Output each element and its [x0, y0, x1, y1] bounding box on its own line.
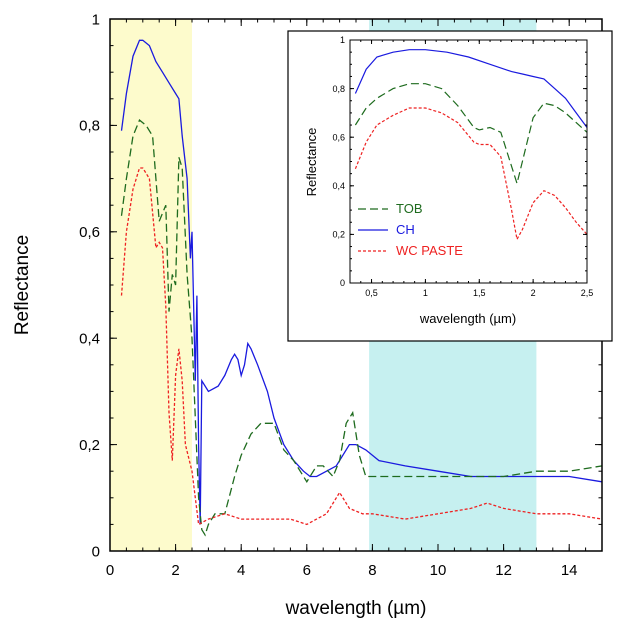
x-tick-label: 2 [531, 288, 536, 298]
y-tick-label: 0 [92, 543, 100, 560]
x-tick-label: 10 [430, 562, 447, 579]
legend-label-tob: TOB [396, 201, 423, 216]
shaded-region-0 [110, 19, 192, 551]
series-line-ch [120, 39, 603, 525]
y-tick-label: 0,6 [79, 224, 100, 241]
y-tick-label: 0 [340, 278, 345, 288]
x-tick-label: 12 [495, 562, 512, 579]
inset-x-axis-title: wavelength (µm) [419, 311, 516, 326]
series-line-tob [120, 119, 603, 537]
x-axis-title: wavelength (µm) [285, 598, 427, 619]
legend-label-wc-paste: WC PASTE [396, 243, 463, 258]
y-tick-label: 0,2 [332, 230, 345, 240]
y-tick-label: 1 [92, 11, 100, 28]
y-tick-label: 0,2 [79, 437, 100, 454]
x-tick-label: 0 [106, 562, 114, 579]
inset-y-axis-title: Reflectance [304, 128, 319, 197]
y-tick-label: 0,4 [332, 181, 345, 191]
x-tick-label: 14 [561, 562, 578, 579]
x-tick-label: 1,5 [473, 288, 486, 298]
y-tick-label: 0,8 [332, 84, 345, 94]
inset-plot-area: 0,5 1 1,5 2 2,5 0 0,2 0,4 0,6 0,8 1 wavelength (µm)… [287, 30, 613, 342]
series-line-tob [354, 83, 588, 186]
y-tick-label: 0,6 [332, 132, 345, 142]
series-line-wc-paste [120, 167, 603, 526]
x-tick-label: 8 [368, 562, 376, 579]
y-axis-title: Reflectance [12, 235, 33, 335]
x-tick-label: 4 [237, 562, 245, 579]
y-tick-label: 0,8 [79, 118, 100, 135]
inset-panel [287, 30, 613, 342]
y-tick-label: 0,4 [79, 330, 100, 347]
x-tick-label: 6 [303, 562, 311, 579]
series-line-ch [354, 49, 588, 128]
y-tick-label: 1 [340, 35, 345, 45]
x-tick-label: 0,5 [365, 288, 378, 298]
x-tick-label: 1 [423, 288, 428, 298]
x-tick-label: 2,5 [581, 288, 594, 298]
x-tick-label: 2 [171, 562, 179, 579]
legend-label-ch: CH [396, 222, 415, 237]
